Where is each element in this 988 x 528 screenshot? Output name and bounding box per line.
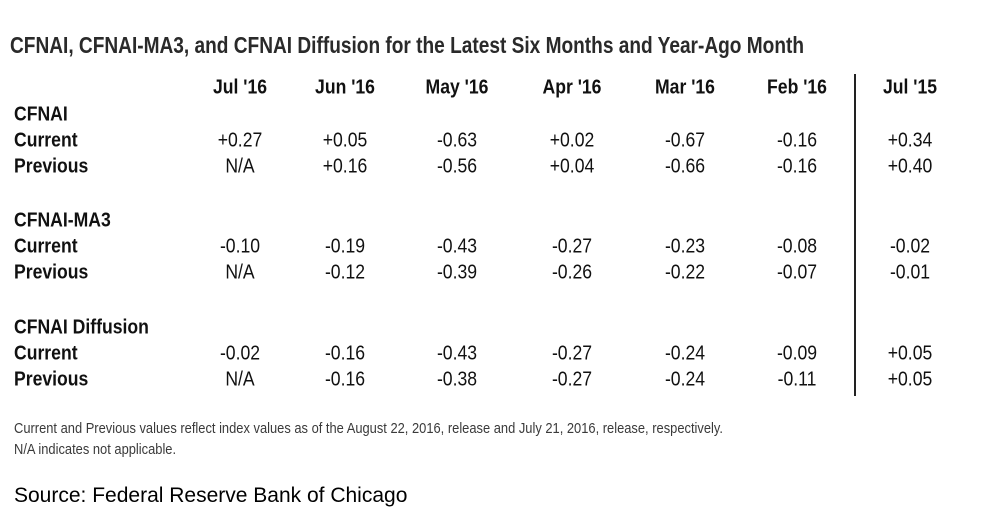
column-header: May '16 bbox=[425, 76, 489, 99]
footnote-line-1: Current and Previous values reflect inde… bbox=[14, 420, 723, 437]
row-label: Previous bbox=[14, 155, 89, 178]
table-cell: -0.27 bbox=[551, 235, 593, 258]
year-ago-divider bbox=[854, 74, 856, 396]
table-cell: -0.67 bbox=[664, 129, 706, 152]
table-cell: +0.05 bbox=[322, 129, 368, 152]
table-cell: -0.09 bbox=[776, 342, 818, 365]
table-cell: -0.16 bbox=[324, 342, 366, 365]
table-cell: -0.26 bbox=[551, 261, 593, 284]
table-cell: -0.19 bbox=[324, 235, 366, 258]
table-cell: -0.08 bbox=[776, 235, 818, 258]
table-cell: -0.07 bbox=[776, 261, 818, 284]
column-header: Jul '15 bbox=[882, 76, 938, 99]
column-header: Apr '16 bbox=[542, 76, 602, 99]
table-cell: -0.11 bbox=[777, 368, 817, 391]
table-cell: +0.16 bbox=[322, 155, 368, 178]
footnote-line-2: N/A indicates not applicable. bbox=[14, 441, 177, 458]
table-cell: -0.16 bbox=[776, 129, 818, 152]
row-label: Current bbox=[14, 129, 78, 152]
table-cell: -0.38 bbox=[436, 368, 478, 391]
table-cell: -0.43 bbox=[436, 342, 478, 365]
table-cell: -0.66 bbox=[664, 155, 706, 178]
table-cell: -0.56 bbox=[436, 155, 478, 178]
table-cell: -0.10 bbox=[219, 235, 261, 258]
section-title: CFNAI-MA3 bbox=[14, 209, 111, 232]
row-label: Previous bbox=[14, 261, 89, 284]
table-cell: N/A bbox=[225, 368, 255, 391]
table-cell: -0.24 bbox=[664, 342, 706, 365]
column-header: Jul '16 bbox=[212, 76, 268, 99]
table-cell: -0.16 bbox=[324, 368, 366, 391]
table-cell: -0.22 bbox=[664, 261, 706, 284]
section-title: CFNAI bbox=[14, 103, 68, 126]
table-cell: -0.63 bbox=[436, 129, 478, 152]
row-label: Previous bbox=[14, 368, 89, 391]
table-cell: -0.01 bbox=[889, 261, 931, 284]
table-cell: -0.27 bbox=[551, 368, 593, 391]
table-title: CFNAI, CFNAI-MA3, and CFNAI Diffusion fo… bbox=[10, 32, 804, 58]
row-label: Current bbox=[14, 342, 78, 365]
column-header: Jun '16 bbox=[315, 76, 375, 99]
table-cell: -0.23 bbox=[664, 235, 706, 258]
table-cell: +0.02 bbox=[549, 129, 595, 152]
table-cell: +0.40 bbox=[887, 155, 933, 178]
table-cell: N/A bbox=[225, 155, 255, 178]
table-cell: -0.39 bbox=[436, 261, 478, 284]
table-cell: +0.34 bbox=[887, 129, 933, 152]
table-cell: -0.16 bbox=[776, 155, 818, 178]
table-cell: +0.05 bbox=[887, 342, 933, 365]
table-cell: -0.12 bbox=[324, 261, 366, 284]
section-title: CFNAI Diffusion bbox=[14, 316, 149, 339]
table-cell: +0.05 bbox=[887, 368, 933, 391]
table-cell: -0.02 bbox=[219, 342, 261, 365]
table-cell: -0.02 bbox=[889, 235, 931, 258]
table-cell: +0.27 bbox=[217, 129, 263, 152]
table-cell: -0.43 bbox=[436, 235, 478, 258]
source-note: Source: Federal Reserve Bank of Chicago bbox=[14, 484, 408, 507]
table-cell: +0.04 bbox=[549, 155, 595, 178]
table-cell: N/A bbox=[225, 261, 255, 284]
column-header: Mar '16 bbox=[655, 76, 715, 99]
column-header: Feb '16 bbox=[767, 76, 827, 99]
table-cell: -0.27 bbox=[551, 342, 593, 365]
table-cell: -0.24 bbox=[664, 368, 706, 391]
row-label: Current bbox=[14, 235, 78, 258]
